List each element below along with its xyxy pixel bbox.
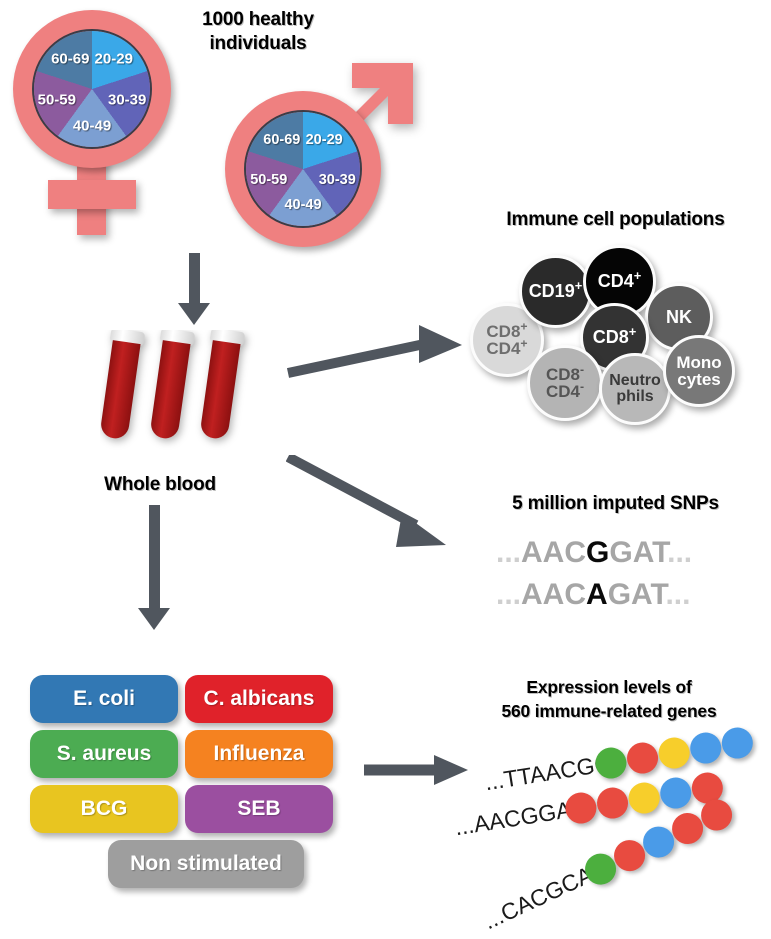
immune-cells-title: Immune cell populations [506, 209, 725, 230]
male-gender-symbol: 20-29 30-39 40-49 50-59 60-69 [205, 45, 430, 260]
snp-allele-row-a: ...AACAGAT... [496, 578, 690, 612]
snp-right: GAT [607, 578, 666, 611]
cell-label-line1: CD8+ [486, 319, 528, 341]
pie-label-50-59: 50-59 [250, 172, 288, 189]
gene-bead-blue [658, 775, 694, 811]
cell-label-line2: CD4+ [486, 336, 528, 358]
stimulation-seb[interactable]: SEB [185, 785, 333, 833]
stimulation-influenza[interactable]: Influenza [185, 730, 333, 778]
snp-suffix: ... [665, 578, 691, 611]
gene-strands: ...TTAACGG ...AACGGAT ...CACGCAA [453, 725, 771, 934]
arrow-svg [286, 455, 446, 547]
snps-title: 5 million imputed SNPs [512, 493, 719, 514]
arrow-head [178, 303, 210, 325]
gene-bead-blue [688, 730, 724, 766]
female-gender-symbol: 20-29 30-39 40-49 50-59 60-69 [0, 0, 190, 240]
cell-label-line1: NK [666, 306, 692, 327]
pie-label-60-69: 60-69 [263, 131, 301, 148]
blood-tubes-svg [101, 328, 245, 439]
cell-label-line1: CD8- [545, 362, 585, 384]
immune-cell-neutrophils[interactable]: Neutro phils [599, 353, 671, 425]
snp-allele-row-g: ...AACGGAT... [496, 536, 692, 570]
expression-title-line1: Expression levels of [526, 677, 692, 697]
snp-left: AAC [521, 536, 587, 569]
cell-label-line1: CD8+ [592, 324, 637, 348]
gene-bead-red [594, 785, 631, 821]
pie-label-40-49: 40-49 [284, 197, 322, 213]
pie-label-20-29: 20-29 [305, 131, 343, 148]
gene-bead-yellow [656, 735, 692, 771]
female-age-pie-chart [32, 29, 152, 149]
arrow-svg [364, 755, 468, 785]
gene-bead-red [624, 740, 661, 776]
pie-segments [34, 31, 150, 147]
immune-cell-monocytes[interactable]: Mono cytes [663, 335, 735, 407]
male-age-pie-chart [244, 110, 362, 228]
cell-label-line1: Neutro [609, 371, 661, 389]
cell-label-line2: CD4- [545, 379, 585, 401]
stimulation-non-stimulated[interactable]: Non stimulated [108, 840, 304, 888]
whole-blood-tubes [100, 328, 280, 460]
immune-cell-cd8n-cd4n[interactable]: CD8- CD4- [527, 345, 603, 421]
stimulation-s-aureus[interactable]: S. aureus [30, 730, 178, 778]
immune-cells-cluster: CD8+ CD4+ CD19+ CD4+ NK CD8+ CD8- CD4- Neu… [470, 240, 755, 425]
cohort-title-line2: individuals [209, 33, 307, 54]
female-symbol-crossbar [48, 180, 136, 209]
pie-label-60-69: 60-69 [51, 50, 90, 68]
snp-suffix: ... [667, 536, 693, 569]
cohort-title-line1: 1000 healthy [202, 9, 314, 30]
gene-bead-yellow [626, 780, 662, 816]
stimulation-e-coli[interactable]: E. coli [30, 675, 178, 723]
stimulation-panel: E. coli C. albicans S. aureus Influenza … [30, 675, 350, 895]
snp-right: GAT [609, 536, 668, 569]
stimulation-c-albicans[interactable]: C. albicans [185, 675, 333, 723]
expression-title: Expression levels of 560 immune-related … [450, 675, 768, 723]
pie-label-50-59: 50-59 [37, 91, 76, 109]
pie-label-20-29: 20-29 [94, 50, 133, 68]
gene-bead-blue [719, 725, 756, 761]
pie-label-40-49: 40-49 [72, 117, 112, 135]
arrow-shaft [189, 253, 200, 305]
pie-label-30-39: 30-39 [108, 91, 147, 109]
arrow-svg [286, 325, 462, 378]
pie-segments [246, 112, 360, 226]
arrow-shaft [149, 505, 160, 610]
whole-blood-label: Whole blood [104, 474, 216, 495]
cell-label-line1: CD19+ [528, 278, 583, 302]
snp-variant: G [586, 536, 610, 569]
snp-prefix: ... [496, 536, 522, 569]
snp-variant: A [586, 578, 608, 611]
cell-label-line2: cytes [677, 370, 721, 389]
immune-cell-cd19p[interactable]: CD19+ [519, 255, 592, 328]
cell-label-line1: CD4+ [597, 268, 642, 292]
arrow-head [138, 608, 170, 630]
snp-prefix: ... [496, 578, 522, 611]
cohort-title: 1000 healthy individuals [168, 8, 348, 56]
stimulation-bcg[interactable]: BCG [30, 785, 178, 833]
cell-label-line1: Mono [676, 352, 722, 372]
expression-title-line2: 560 immune-related genes [501, 701, 717, 721]
cell-label-line2: phils [616, 388, 654, 405]
snp-left: AAC [521, 578, 587, 611]
pie-label-30-39: 30-39 [318, 172, 356, 189]
